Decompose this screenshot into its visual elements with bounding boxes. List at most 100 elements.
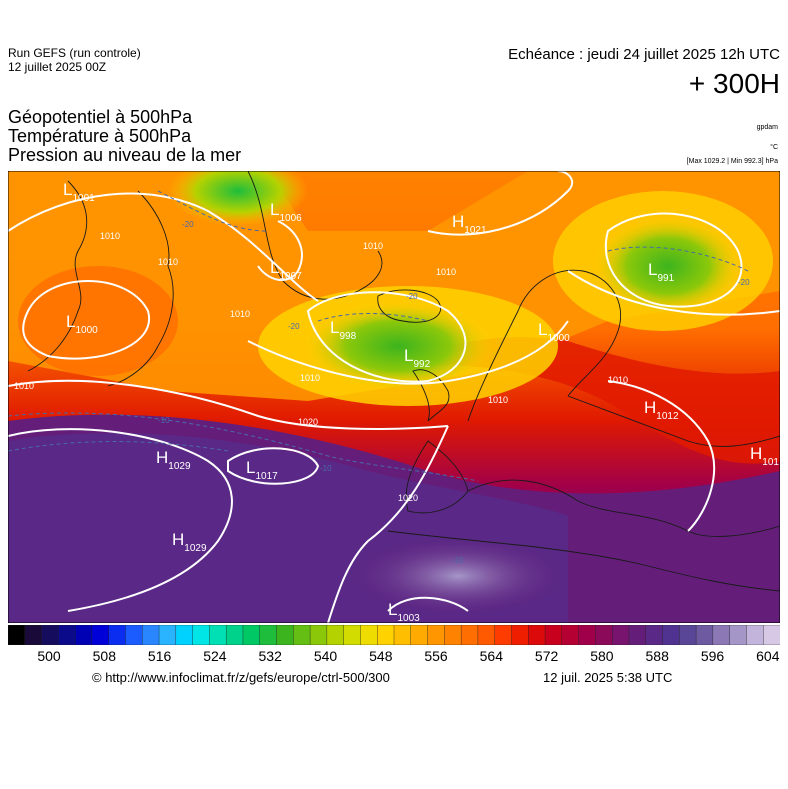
svg-text:L1007: L1007 [270,258,302,282]
colorbar-swatch [712,625,731,645]
center-value: 1029 [184,543,207,554]
barents-low-area [593,216,743,316]
center-value: 1017 [255,471,278,482]
center-value: 1012 [656,411,679,422]
north-africa-coast [387,530,780,592]
unit-temperature: °C [770,144,778,151]
iceland-coast [377,289,441,323]
isobar [567,270,780,316]
colorbar-tick-label: 532 [258,648,282,664]
center-type: L [66,312,75,331]
isobar-label: 1020 [298,417,318,427]
center-value: 1007 [279,271,302,282]
colorbar-swatch [645,625,664,645]
colorbar-swatch [242,625,261,645]
colorbar-tick-label: 508 [92,648,116,664]
coastlines [27,171,780,592]
colorbar-tick-label: 564 [479,648,503,664]
unit-geopotential: gpdam [756,124,778,131]
colorbar-tick-label: 580 [590,648,614,664]
isotherm-label: -20 [406,292,418,301]
center-value: 101 [762,457,779,468]
isobar [257,220,303,281]
colorbar-swatch [24,625,43,645]
colorbar-swatch [259,625,278,645]
colorbar-tick-label: 540 [313,648,338,664]
colorbar-tick-label: 588 [645,648,669,664]
colorbar-tick-label: 596 [700,648,725,664]
isobar-label: 1010 [608,375,628,385]
colorbar-swatch [58,625,76,645]
colorbar-swatch [91,625,110,645]
colorbar-swatch [494,625,513,645]
svg-text:L1017: L1017 [246,458,278,482]
isobar-value-labels: 1010 1010 1010 1010 1010 1010 1010 1010 … [14,231,628,503]
isobar [327,425,449,623]
isobar-label: 1020 [398,493,418,503]
colorbar-swatch [746,625,764,645]
colorbar-tick-label: 556 [424,648,448,664]
isobar [306,291,467,383]
svg-text:H101: H101 [750,444,779,468]
svg-text:H1029: H1029 [156,448,191,472]
svg-text:L1001: L1001 [63,180,95,204]
center-type: H [750,444,762,463]
colorbar-swatch [729,625,748,645]
parameter-geopotential: Géopotentiel à 500hPa [8,107,193,127]
run-name: Run GEFS (run controle) [8,46,141,60]
colorbar-swatch [360,625,378,645]
svg-text:L1000: L1000 [66,312,98,336]
svg-text:L1000: L1000 [538,320,570,344]
isotherms [8,190,749,482]
eastern-europe-borders [567,395,780,447]
center-type: L [648,260,657,279]
colorbar-swatch [578,625,597,645]
colorbar-swatch [410,625,429,645]
unit-pressure: [Max 1029.2 | Min 992.3] hPa [686,158,778,165]
colorbar-swatch [293,625,311,645]
isobar [22,280,151,360]
scandinavia-coast [467,269,622,422]
svg-text:L992: L992 [404,346,431,370]
colorbar-tick-label: 516 [147,648,172,664]
lead-time: + 300H [688,68,780,99]
colorbar-swatch [326,625,345,645]
center-type: L [404,346,413,365]
center-type: L [270,200,279,219]
isotherm-label: -20 [288,322,300,331]
isobar-label: 1010 [230,309,250,319]
iberia-coast [405,440,469,514]
colorbar-swatch [8,625,26,645]
colorbar-swatch [108,625,127,645]
parameter-temperature: Température à 500hPa [8,126,192,146]
svg-text:H1012: H1012 [644,398,679,422]
source-url: © http://www.infoclimat.fr/z/gefs/europe… [92,670,390,685]
isobar-label: 1010 [100,231,120,241]
colorbar-swatch [192,625,211,645]
isobar [607,380,716,532]
colorbar-swatch [393,625,412,645]
colorbar-swatch [528,625,546,645]
center-type: H [156,448,168,467]
isobar [8,192,319,302]
colorbar-swatch [477,625,496,645]
isobar [604,212,743,308]
isotherm-label: -10 [452,556,464,565]
colorbar-swatch [209,625,227,645]
isotherm [317,313,429,322]
isobar-label: 1010 [436,267,456,277]
isotherm [8,412,479,482]
parameter-list: Géopotentiel à 500hPa Température à 500h… [8,108,241,165]
svg-text:H1029: H1029 [172,530,207,554]
svg-text:H1021: H1021 [452,212,487,236]
colorbar [8,625,780,645]
center-value: 998 [339,331,356,342]
colorbar-tick-label: 572 [534,648,559,664]
colorbar-tick-label: 548 [369,648,393,664]
center-value: 1000 [547,333,570,344]
isobar-label: 1010 [488,395,508,405]
isobar-label: 1010 [14,381,34,391]
center-type: L [246,458,255,477]
weather-map: L1001 L1006 H1021 L1007 L991 L1000 L998 … [8,171,780,623]
isobar [387,596,469,612]
